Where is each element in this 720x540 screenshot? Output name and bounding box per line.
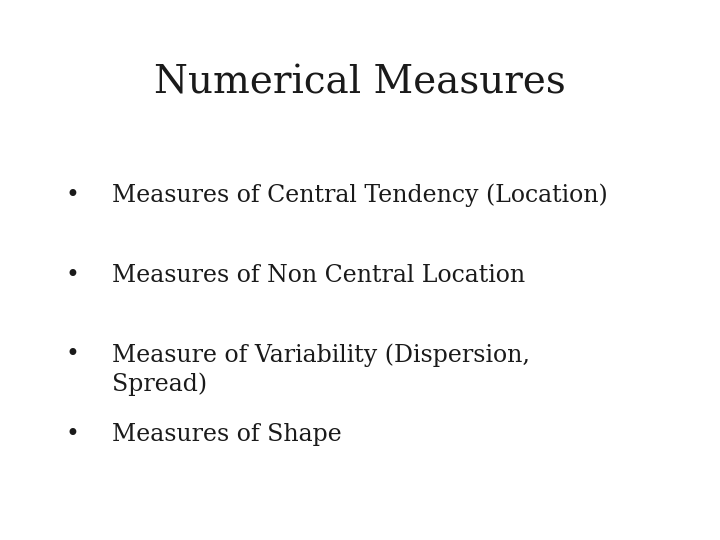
Text: Measures of Shape: Measures of Shape: [112, 423, 341, 447]
Text: •: •: [65, 264, 79, 287]
Text: Measures of Central Tendency (Location): Measures of Central Tendency (Location): [112, 184, 608, 207]
Text: Numerical Measures: Numerical Measures: [154, 65, 566, 102]
Text: •: •: [65, 423, 79, 447]
Text: Measures of Non Central Location: Measures of Non Central Location: [112, 264, 525, 287]
Text: •: •: [65, 184, 79, 207]
Text: •: •: [65, 343, 79, 367]
Text: Measure of Variability (Dispersion,
Spread): Measure of Variability (Dispersion, Spre…: [112, 343, 530, 396]
